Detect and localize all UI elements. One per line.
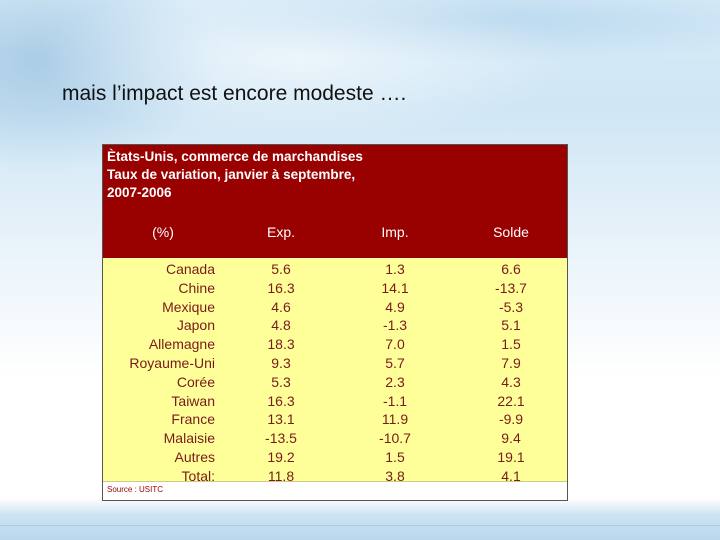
trade-table: Ètats-Unis, commerce de marchandises Tau… (102, 144, 568, 501)
solde-cell: 4.3 (501, 373, 521, 390)
exp-cell: 18.3 (267, 336, 295, 353)
country-cell: Total: (181, 467, 215, 484)
table-row: Royaume-Uni 9.3 5.7 7.9 (103, 354, 567, 373)
column-header-percent: (%) (152, 224, 174, 240)
imp-cell: 2.3 (385, 373, 405, 390)
exp-cell: -13.5 (265, 430, 297, 447)
exp-cell: 5.3 (271, 373, 291, 390)
imp-cell: 1.3 (385, 261, 405, 277)
country-cell: Japon (176, 317, 215, 334)
table-row: Chine 16.3 14.1 -13.7 (103, 279, 567, 298)
table-body: Canada 5.6 1.3 6.6 Chine 16.3 14.1 -13.7 Mexique… (103, 260, 567, 486)
solde-cell: 1.5 (501, 336, 521, 353)
country-cell: Malaisie (163, 430, 215, 447)
table-row: Taiwan 16.3 -1.1 22.1 (103, 392, 567, 411)
exp-cell: 11.8 (267, 467, 295, 484)
slide-title: mais l’impact est encore modeste …. (62, 82, 407, 105)
imp-cell: 11.9 (381, 411, 409, 428)
solde-cell: 4.1 (501, 467, 521, 484)
column-header-exp: Exp. (266, 224, 295, 240)
column-header-solde: Solde (493, 224, 529, 240)
table-row: Autres 19.2 1.5 19.1 (103, 448, 567, 467)
table-header: Ètats-Unis, commerce de marchandises Tau… (103, 145, 567, 258)
exp-cell: 13.1 (267, 411, 295, 428)
solde-cell: 7.9 (501, 354, 521, 371)
table-row: Mexique 4.6 4.9 -5.3 (103, 298, 567, 317)
imp-cell: 5.7 (385, 354, 405, 371)
imp-cell: 7.0 (385, 336, 405, 353)
slide-footer-line (0, 525, 720, 526)
imp-cell: -1.3 (382, 317, 408, 334)
solde-cell: 22.1 (497, 392, 525, 409)
table-total-row: Total: 11.8 3.8 4.1 (103, 467, 567, 486)
table-row: Malaisie -13.5 -10.7 9.4 (103, 429, 567, 448)
imp-cell: 4.9 (385, 298, 405, 315)
table-title: Ètats-Unis, commerce de marchandises Tau… (107, 149, 363, 200)
imp-cell: 14.1 (381, 279, 409, 296)
country-cell: Mexique (162, 298, 215, 315)
country-cell: Royaume-Uni (129, 354, 215, 371)
solde-cell: -9.9 (498, 411, 524, 428)
country-cell: Canada (165, 261, 215, 277)
exp-cell: 19.2 (267, 448, 295, 465)
country-cell: Taiwan (171, 392, 215, 409)
imp-cell: 1.5 (385, 448, 405, 465)
table-row: Canada 5.6 1.3 6.6 (103, 260, 567, 279)
country-cell: Autres (174, 448, 215, 465)
table-row: Corée 5.3 2.3 4.3 (103, 373, 567, 392)
country-cell: Corée (176, 373, 215, 390)
exp-cell: 5.6 (271, 261, 291, 277)
exp-cell: 16.3 (267, 392, 295, 409)
imp-cell: -1.1 (382, 392, 408, 409)
solde-cell: 6.6 (501, 261, 521, 277)
country-cell: Allemagne (148, 336, 215, 353)
country-cell: Chine (178, 279, 215, 296)
source-footer: Source : USITC (103, 481, 567, 500)
table-row: Japon 4.8 -1.3 5.1 (103, 316, 567, 335)
imp-cell: -10.7 (379, 430, 411, 447)
imp-cell: 3.8 (385, 467, 405, 484)
solde-cell: -13.7 (495, 279, 527, 296)
column-header-imp: Imp. (381, 224, 409, 240)
table-row: Allemagne 18.3 7.0 1.5 (103, 335, 567, 354)
source-note: Source : USITC (107, 485, 164, 494)
slide-footer-band (0, 498, 720, 540)
country-cell: France (171, 411, 215, 428)
exp-cell: 4.8 (271, 317, 291, 334)
solde-cell: 5.1 (501, 317, 521, 334)
solde-cell: 9.4 (501, 430, 521, 447)
exp-cell: 9.3 (271, 354, 291, 371)
solde-cell: 19.1 (497, 448, 525, 465)
table-row: France 13.1 11.9 -9.9 (103, 410, 567, 429)
solde-cell: -5.3 (498, 298, 524, 315)
exp-cell: 16.3 (267, 279, 295, 296)
exp-cell: 4.6 (271, 298, 291, 315)
